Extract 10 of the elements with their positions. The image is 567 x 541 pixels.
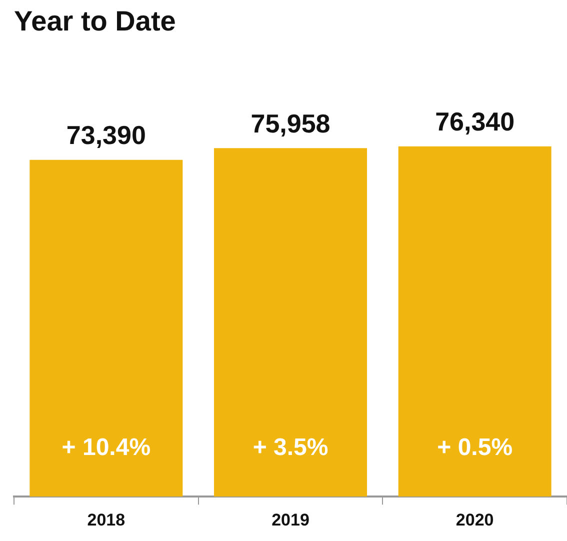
annotation: + 3.5% (252, 434, 328, 462)
chart-title: Year to Date (14, 6, 176, 37)
x-tick-label: 2020 (456, 510, 494, 530)
annotation: + 0.5% (437, 434, 513, 462)
data-label: 76,340 (435, 106, 515, 137)
data-label: 73,390 (66, 120, 146, 150)
x-tick-label: 2018 (87, 510, 126, 530)
x-tick-label: 2019 (272, 510, 310, 530)
annotation: + 10.4% (62, 434, 151, 462)
data-label: 75,958 (250, 108, 330, 138)
